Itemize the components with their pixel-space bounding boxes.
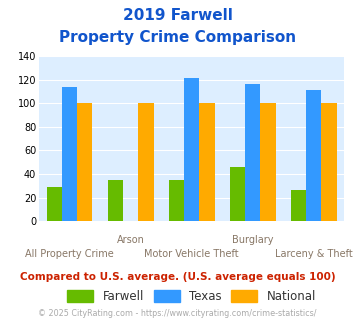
- Text: Larceny & Theft: Larceny & Theft: [275, 249, 353, 259]
- Bar: [138, 103, 153, 221]
- Bar: [169, 180, 184, 221]
- Bar: [47, 187, 62, 221]
- Bar: [291, 190, 306, 221]
- Text: Motor Vehicle Theft: Motor Vehicle Theft: [144, 249, 239, 259]
- Bar: [200, 103, 214, 221]
- Bar: [77, 103, 92, 221]
- Bar: [261, 103, 275, 221]
- Text: All Property Crime: All Property Crime: [25, 249, 114, 259]
- Text: Burglary: Burglary: [232, 235, 273, 245]
- Bar: [184, 79, 200, 221]
- Legend: Farwell, Texas, National: Farwell, Texas, National: [67, 290, 316, 303]
- Bar: [62, 87, 77, 221]
- Text: Compared to U.S. average. (U.S. average equals 100): Compared to U.S. average. (U.S. average …: [20, 272, 335, 282]
- Text: Property Crime Comparison: Property Crime Comparison: [59, 30, 296, 45]
- Bar: [306, 90, 322, 221]
- Bar: [322, 103, 337, 221]
- Text: 2019 Farwell: 2019 Farwell: [122, 8, 233, 23]
- Text: © 2025 CityRating.com - https://www.cityrating.com/crime-statistics/: © 2025 CityRating.com - https://www.city…: [38, 309, 317, 317]
- Bar: [230, 167, 245, 221]
- Text: Arson: Arson: [117, 235, 144, 245]
- Bar: [245, 84, 261, 221]
- Bar: [108, 180, 123, 221]
